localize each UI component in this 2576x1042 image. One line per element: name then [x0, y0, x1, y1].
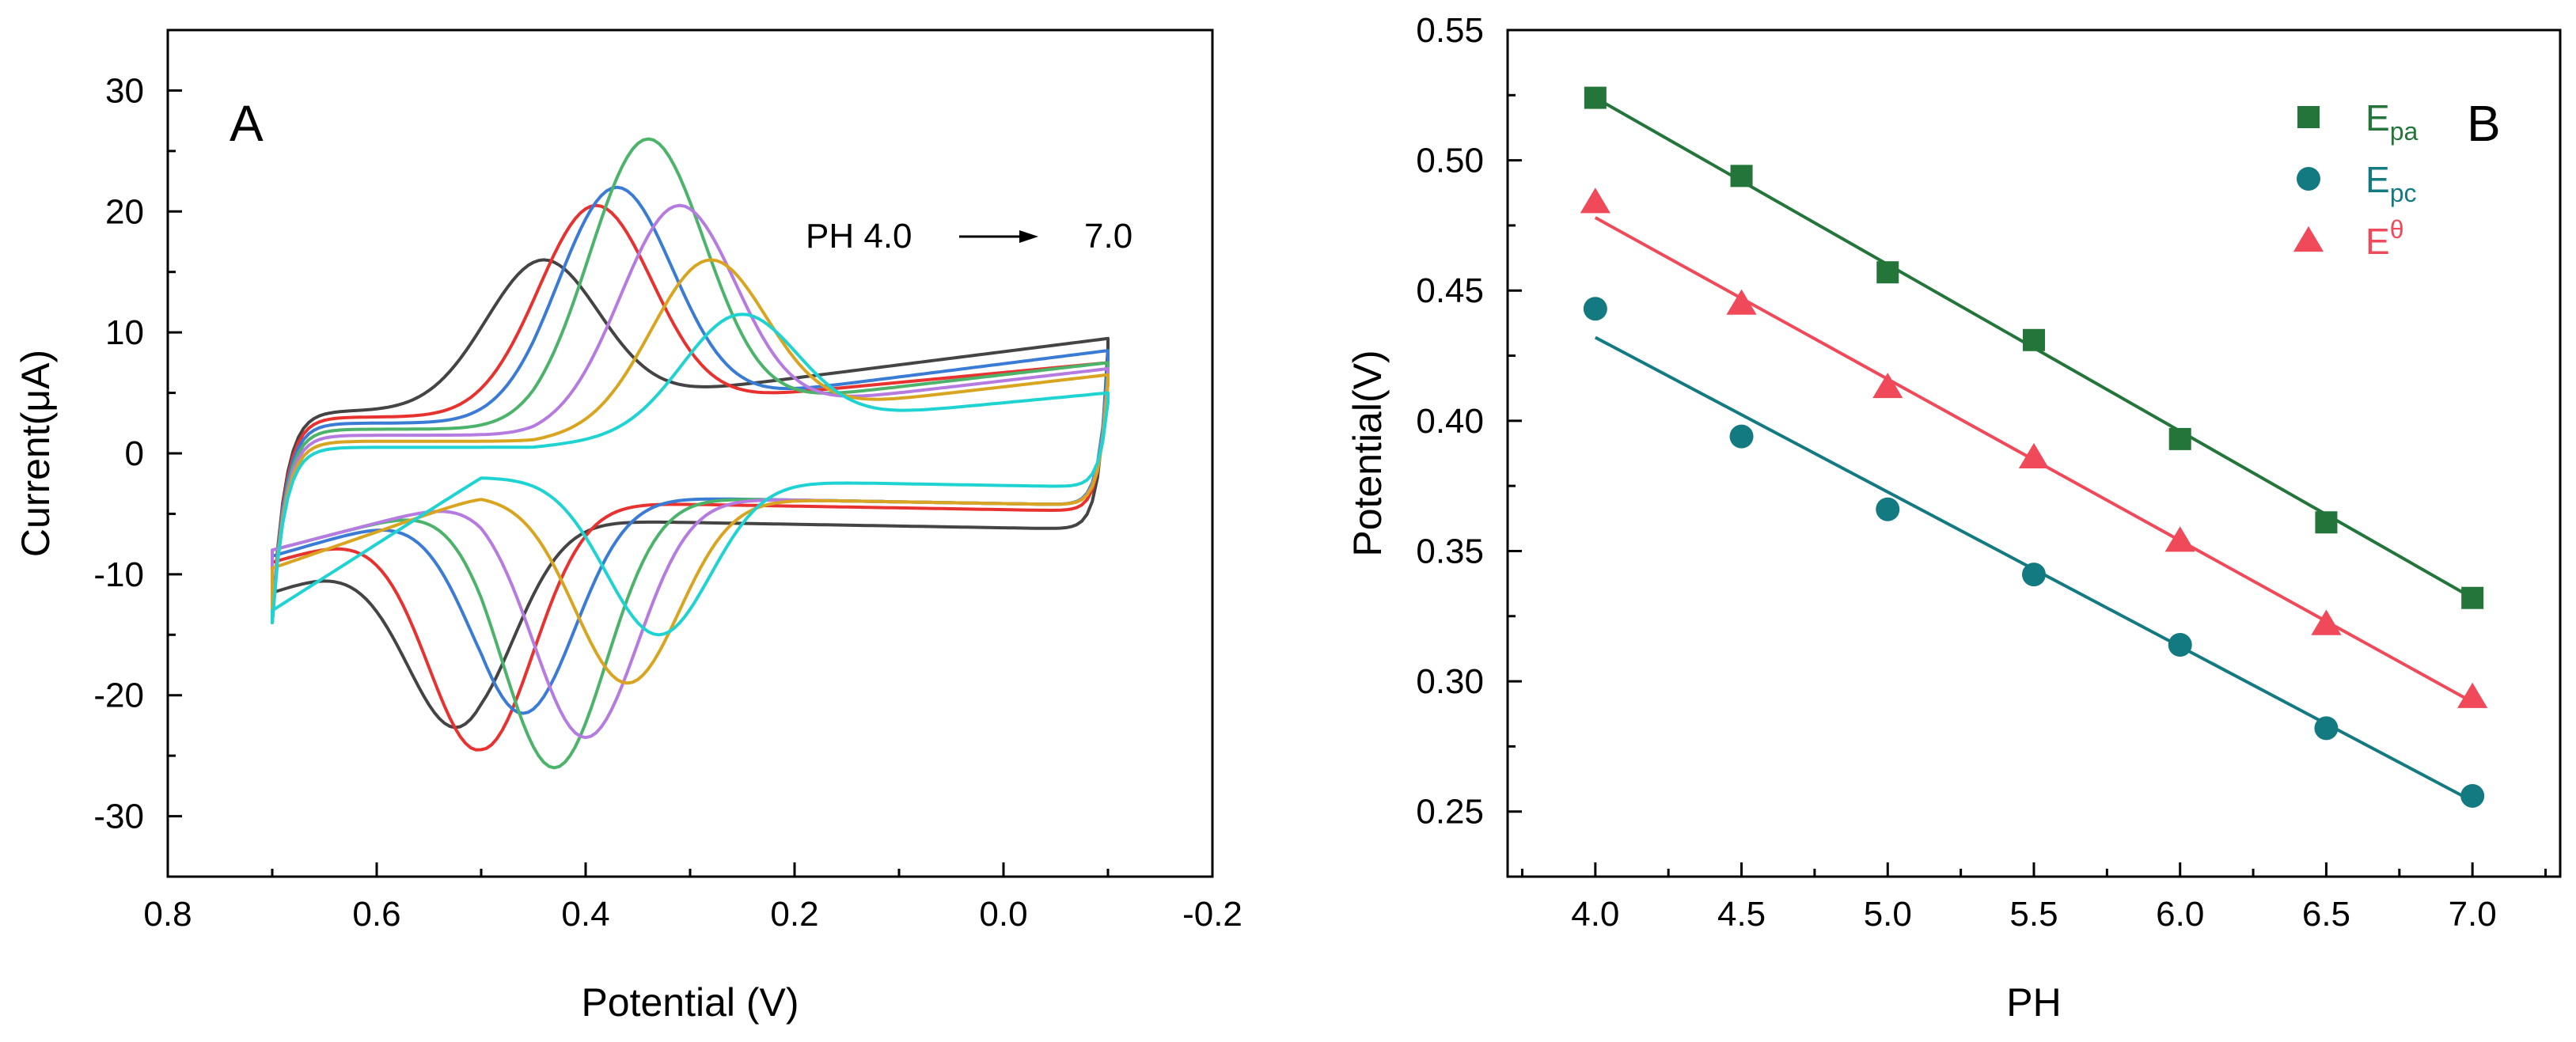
panel-b-y-tick-label: 0.25: [1416, 793, 1484, 832]
point-: [1726, 289, 1757, 315]
panel-a-ticks: [166, 28, 1214, 878]
panel-b-x-tick-label: 4.0: [1571, 895, 1619, 934]
point-: [2164, 526, 2195, 552]
ph-annotation-arrowhead: [1019, 230, 1038, 243]
panel-b-x-tick-label: 6.5: [2302, 895, 2350, 934]
panel-a-y-tick-label: 20: [105, 192, 144, 231]
panel-b-y-tick-label: 0.35: [1416, 532, 1484, 570]
panel-b-y-tick-label: 0.30: [1416, 662, 1484, 701]
cv-curve-ph-4-0: [271, 258, 1110, 729]
point-pa: [2168, 427, 2191, 450]
point-pc: [1729, 424, 1754, 449]
panel-b-y-tick-label: 0.45: [1416, 271, 1484, 310]
cv-curve-ph-7-0: [271, 313, 1110, 637]
panel-a-tick-labels: 0.8 0.6 0.4 0.2 0.0 -0.2 30 20 10 0 -10 -20 -30: [93, 71, 1242, 934]
panel-a-x-tick-label: 0.8: [143, 895, 192, 934]
cv-curve-ph-6-5: [271, 258, 1110, 685]
point-: [1872, 372, 1903, 399]
panel-b-ticks: [1508, 28, 2548, 877]
point-pa: [2023, 328, 2045, 351]
cv-curve-ph-6-0: [271, 203, 1110, 740]
point-: [1580, 188, 1610, 214]
point-pc: [2168, 632, 2192, 657]
legend-label-sub: θ: [2390, 215, 2404, 244]
legend-label-sub: pa: [2390, 117, 2419, 146]
panel-a-y-tick-label: -30: [93, 798, 144, 836]
point-pc: [1876, 497, 1900, 521]
cv-curve-ph-5-5: [271, 137, 1110, 770]
panel-b-data-points: [1580, 86, 2488, 808]
legend-label-main: E: [2365, 97, 2390, 138]
panel-a-y-tick-label: 30: [105, 71, 144, 110]
ph-annotation: PH 4.0 7.0: [806, 217, 1132, 256]
panel-a-x-tick-label: -0.2: [1182, 895, 1242, 934]
panel-b-x-tick-label: 4.5: [1717, 895, 1766, 934]
panel-a-cyclic-voltammogram: 0.8 0.6 0.4 0.2 0.0 -0.2 30 20 10 0 -10 -20 -30 A PH…: [13, 28, 1242, 1025]
panel-b-y-tick-label: 0.55: [1416, 11, 1484, 50]
panel-a-y-tick-label: -10: [93, 555, 144, 594]
legend-label-pc: Epc: [2365, 159, 2416, 207]
point-: [2457, 682, 2488, 708]
panel-b-tick-labels: 4.0 4.5 5.0 5.5 6.0 6.5 7.0 0.25 0.30 0.35 0.40 0.4…: [1416, 11, 2496, 934]
point-pa: [1584, 86, 1607, 109]
cv-curve-ph-4-5: [271, 203, 1110, 752]
legend-marker-pa: [2297, 106, 2320, 128]
point-: [2018, 442, 2050, 469]
panel-a-y-tick-label: 0: [125, 434, 144, 473]
panel-a-x-tick-label: 0.2: [770, 895, 818, 934]
panel-a-x-tick-label: 0.0: [979, 895, 1027, 934]
legend-label-sub: pc: [2390, 179, 2417, 207]
point-pc: [2022, 563, 2046, 587]
panel-a-plot-frame: [166, 28, 1214, 878]
legend-label-: Eθ: [2365, 215, 2403, 262]
legend-label-main: E: [2365, 221, 2390, 262]
point-pc: [2460, 783, 2485, 808]
panel-a-x-axis-title: Potential (V): [581, 980, 799, 1025]
panel-b-potential-vs-ph: 4.0 4.5 5.0 5.5 6.0 6.5 7.0 0.25 0.30 0.35 0.40 0.4…: [1345, 11, 2562, 1025]
panel-b-x-tick-label: 5.0: [1864, 895, 1912, 934]
legend-marker-: [2293, 225, 2324, 252]
point-: [2311, 609, 2342, 635]
panel-b-letter: B: [2467, 95, 2501, 152]
legend-marker-pc: [2297, 167, 2320, 191]
panel-a-y-axis-title: Current(μA): [13, 350, 58, 557]
panel-a-curves: [271, 137, 1110, 770]
panel-a-x-tick-label: 0.6: [352, 895, 400, 934]
ph-annotation-start: PH 4.0: [806, 217, 912, 256]
panel-b-x-tick-label: 6.0: [2156, 895, 2204, 934]
legend-label-pa: Epa: [2365, 97, 2418, 146]
cv-curve-ph-5-0: [271, 185, 1110, 715]
point-pa: [2315, 511, 2338, 534]
legend-label-main: E: [2365, 159, 2390, 200]
point-pa: [1876, 261, 1899, 284]
panel-b-y-axis-title: Potential(V): [1345, 350, 1390, 556]
panel-b-y-tick-label: 0.40: [1416, 402, 1484, 441]
panel-b-x-axis-title: PH: [2006, 980, 2061, 1025]
point-pc: [1583, 297, 1607, 321]
panel-a-y-tick-label: 10: [105, 313, 144, 352]
ph-annotation-end: 7.0: [1084, 217, 1132, 256]
point-pa: [2461, 586, 2484, 609]
panel-b-x-tick-label: 7.0: [2449, 895, 2497, 934]
panel-b-y-tick-label: 0.50: [1416, 142, 1484, 180]
point-pa: [1730, 165, 1753, 188]
panel-b-x-tick-label: 5.5: [2009, 895, 2058, 934]
panel-a-x-tick-label: 0.4: [561, 895, 609, 934]
point-pc: [2314, 716, 2339, 741]
panel-a-y-tick-label: -20: [93, 676, 144, 715]
panel-a-letter: A: [230, 95, 264, 152]
